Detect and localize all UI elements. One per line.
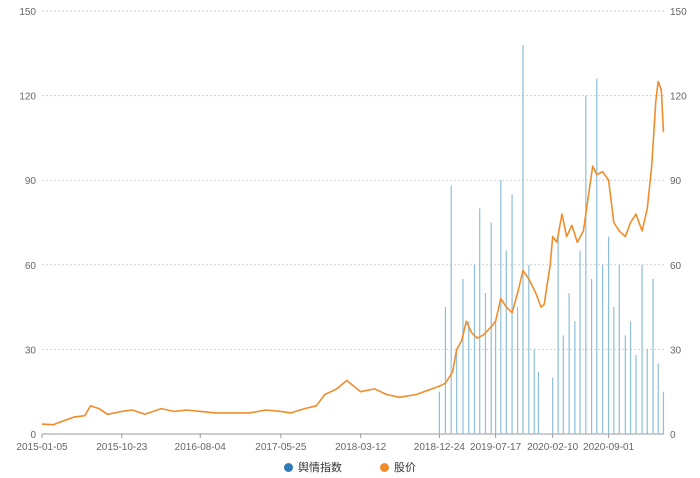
bar [562, 335, 564, 434]
left-axis-ticks: 0 30 60 90 120 150 [19, 7, 36, 441]
legend-label: 股价 [394, 462, 416, 474]
bar [646, 349, 648, 434]
bar [500, 180, 502, 434]
legend-item-price[interactable]: 股价 [380, 458, 416, 476]
bar [484, 293, 487, 434]
bar [601, 264, 604, 434]
line-series-group [41, 80, 665, 426]
y-left-tick-label: 0 [30, 430, 36, 441]
bar [522, 44, 524, 435]
bar [505, 250, 507, 434]
bar [641, 264, 643, 434]
y-right-tick-label: 90 [670, 176, 682, 187]
y-right-tick-label: 0 [670, 430, 676, 441]
legend-dot-icon [380, 462, 389, 472]
y-left-tick-label: 150 [19, 7, 36, 18]
x-tick-label: 2015-01-05 [16, 442, 68, 453]
bar [568, 293, 570, 434]
bar [495, 321, 497, 434]
legend-label: 舆情指数 [298, 462, 342, 474]
bar [473, 264, 476, 434]
bar [468, 321, 470, 434]
x-tick-label: 2018-12-24 [414, 442, 466, 453]
x-tick-label: 2020-09-01 [583, 442, 635, 453]
bar [613, 307, 615, 434]
bar [590, 278, 593, 434]
x-tick-label: 2018-03-12 [335, 442, 387, 453]
bar [537, 371, 539, 434]
x-tick-label: 2019-07-17 [470, 442, 522, 453]
bar [585, 95, 587, 434]
bar [608, 236, 610, 434]
bar [444, 307, 447, 434]
bar [579, 250, 581, 434]
y-left-tick-label: 60 [25, 261, 37, 272]
bar [511, 194, 513, 434]
bar [574, 321, 576, 434]
bar [596, 78, 598, 435]
bar [450, 185, 452, 434]
right-axis-ticks: 0 30 60 90 120 150 [670, 7, 687, 441]
y-left-tick-label: 120 [19, 92, 36, 103]
y-left-tick-label: 90 [25, 176, 37, 187]
bar [456, 349, 458, 434]
bar [462, 278, 464, 434]
price-line [41, 80, 665, 426]
y-left-tick-label: 30 [25, 345, 37, 356]
legend: 舆情指数 股价 [0, 458, 700, 476]
x-tick-label: 2015-10-23 [96, 442, 148, 453]
bar [629, 321, 632, 434]
bar [557, 236, 559, 434]
y-right-tick-label: 30 [670, 345, 682, 356]
x-tick-label: 2017-05-25 [255, 442, 307, 453]
bar [624, 335, 626, 434]
y-right-tick-label: 60 [670, 261, 682, 272]
x-tick-label: 2020-02-10 [527, 442, 579, 453]
x-tick-label: 2016-08-04 [175, 442, 227, 453]
bar [635, 355, 637, 434]
grid-lines [42, 10, 664, 435]
bar-series-group [438, 44, 665, 435]
y-right-tick-label: 120 [670, 92, 687, 103]
legend-dot-icon [284, 462, 293, 472]
bar [552, 377, 554, 434]
bar [652, 278, 654, 434]
bar [516, 307, 519, 434]
x-axis-ticks: 2015-01-05 2015-10-23 2016-08-04 2017-05-25… [16, 434, 635, 453]
bar [490, 222, 492, 434]
legend-item-sentiment[interactable]: 舆情指数 [284, 458, 342, 476]
bar [662, 391, 665, 434]
bar [533, 349, 535, 434]
bar [528, 264, 530, 434]
y-right-tick-label: 150 [670, 7, 687, 18]
bar [657, 363, 659, 434]
bar [479, 208, 481, 434]
bar [438, 391, 440, 434]
bar [618, 264, 620, 434]
